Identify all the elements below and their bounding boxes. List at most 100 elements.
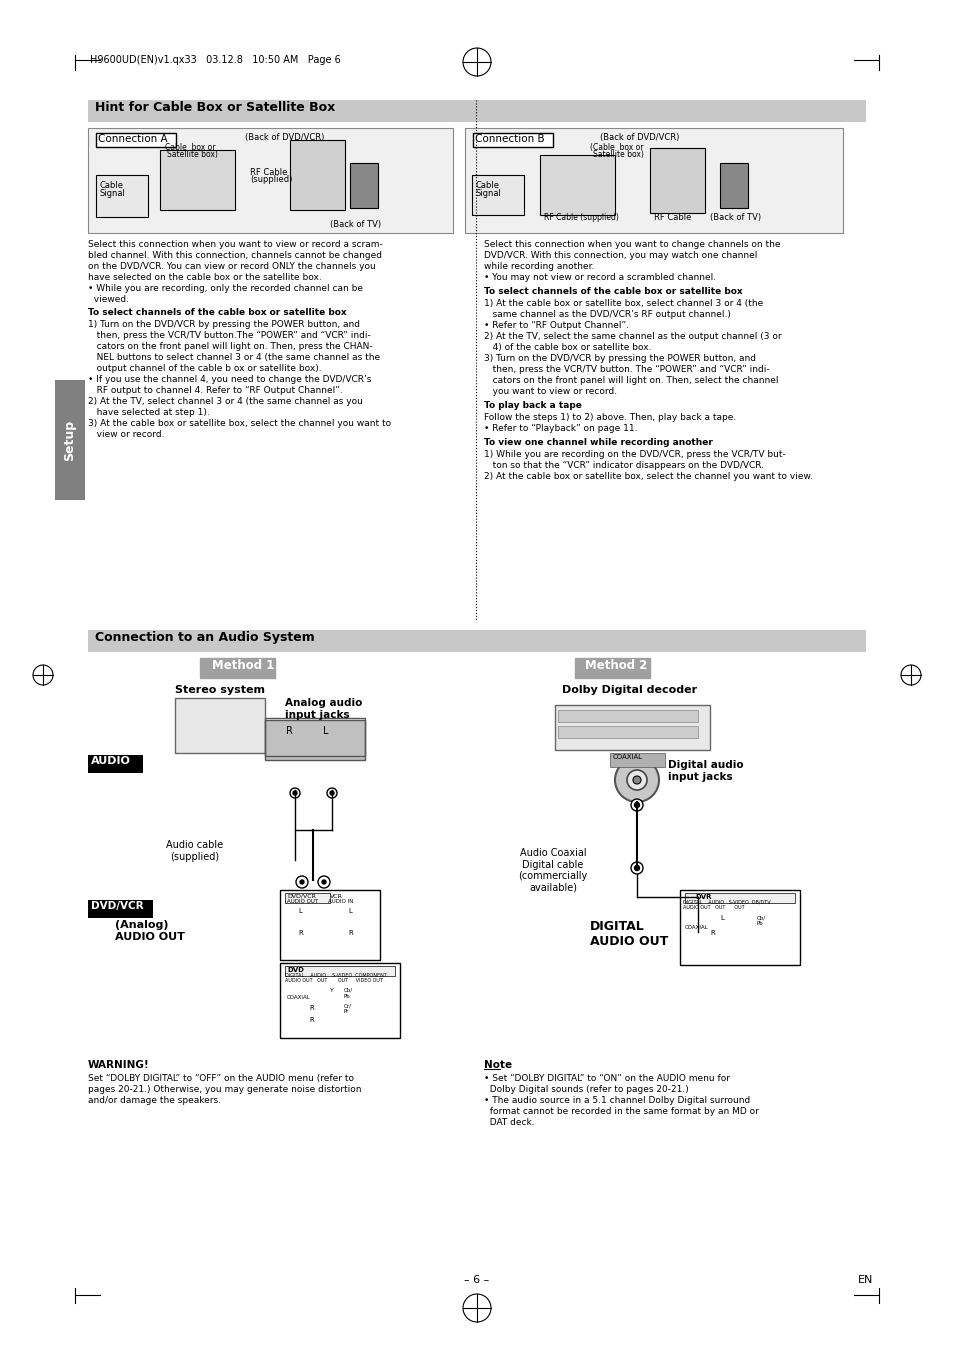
Text: L: L [348, 908, 352, 915]
Circle shape [183, 707, 207, 730]
Text: • Refer to “Playback” on page 11.: • Refer to “Playback” on page 11. [483, 424, 637, 434]
Text: DVD/VCR. With this connection, you may watch one channel: DVD/VCR. With this connection, you may w… [483, 251, 757, 259]
Text: Analog audio
input jacks: Analog audio input jacks [285, 698, 362, 720]
Text: bled channel. With this connection, channels cannot be changed: bled channel. With this connection, chan… [88, 251, 381, 259]
Bar [539, 155, 615, 215]
Text: have selected at step 1).: have selected at step 1). [88, 408, 210, 417]
Circle shape [228, 707, 252, 730]
Text: Signal: Signal [100, 189, 126, 199]
Circle shape [630, 862, 642, 874]
Text: NEL buttons to select channel 3 or 4 (the same channel as the: NEL buttons to select channel 3 or 4 (th… [88, 353, 379, 362]
Text: DVR: DVR [695, 894, 711, 900]
Bar [684, 893, 794, 902]
Text: Connection B: Connection B [475, 134, 544, 145]
Text: then, press the VCR/TV button. The “POWER” and “VCR” indi-: then, press the VCR/TV button. The “POWE… [483, 365, 769, 374]
Text: Select this connection when you want to change channels on the: Select this connection when you want to … [483, 240, 780, 249]
Text: Cable: Cable [476, 181, 499, 190]
Bar [555, 705, 709, 750]
Bar [558, 725, 698, 738]
Circle shape [327, 788, 336, 798]
Circle shape [330, 790, 334, 794]
Text: R: R [709, 929, 714, 936]
Text: pages 20-21.) Otherwise, you may generate noise distortion: pages 20-21.) Otherwise, you may generat… [88, 1085, 361, 1094]
Text: DVD: DVD [287, 967, 304, 973]
Text: viewed.: viewed. [88, 295, 129, 304]
Text: Connection A: Connection A [98, 134, 168, 145]
Text: 1) While you are recording on the DVD/VCR, press the VCR/TV but-: 1) While you are recording on the DVD/VC… [483, 450, 785, 459]
Text: (Back of DVD/VCR): (Back of DVD/VCR) [245, 132, 324, 142]
Bar [88, 900, 152, 917]
Bar [473, 132, 553, 147]
Circle shape [290, 1000, 306, 1016]
Bar [285, 893, 330, 902]
Text: cators on the front panel will light on. Then, select the channel: cators on the front panel will light on.… [483, 376, 778, 385]
Text: output channel of the cable b ox or satellite box).: output channel of the cable b ox or sate… [88, 363, 321, 373]
Circle shape [283, 738, 303, 758]
Text: Method 2: Method 2 [584, 659, 647, 671]
Bar [280, 963, 399, 1038]
Bar [558, 711, 698, 721]
Text: 1) Turn on the DVD/VCR by pressing the POWER button, and: 1) Turn on the DVD/VCR by pressing the P… [88, 320, 359, 330]
Text: (Back of TV): (Back of TV) [709, 213, 760, 222]
Text: Satellite box): Satellite box) [593, 150, 643, 159]
Text: Hint for Cable Box or Satellite Box: Hint for Cable Box or Satellite Box [95, 101, 335, 113]
Text: (Analog)
AUDIO OUT: (Analog) AUDIO OUT [115, 920, 185, 942]
Circle shape [695, 938, 700, 943]
Polygon shape [260, 720, 280, 761]
Text: L: L [323, 725, 328, 736]
Text: 4) of the cable box or satellite box.: 4) of the cable box or satellite box. [483, 343, 651, 353]
Text: have selected on the cable box or the satellite box.: have selected on the cable box or the sa… [88, 273, 321, 282]
Circle shape [295, 875, 308, 888]
Text: 2) At the TV, select the same channel as the output channel (3 or: 2) At the TV, select the same channel as… [483, 332, 781, 340]
Text: Signal: Signal [476, 189, 501, 199]
Text: Note: Note [483, 1061, 512, 1070]
Bar [88, 128, 453, 232]
Circle shape [630, 798, 642, 811]
Text: (Cable  box or: (Cable box or [589, 143, 643, 153]
Text: AUDIO: AUDIO [91, 757, 131, 766]
Text: AUDIO OUT   OUT       OUT     VIDEO OUT: AUDIO OUT OUT OUT VIDEO OUT [285, 978, 382, 984]
Text: DAT deck.: DAT deck. [483, 1119, 534, 1127]
Text: Cable: Cable [100, 181, 124, 190]
Text: RF Cable: RF Cable [654, 213, 691, 222]
Circle shape [302, 935, 308, 942]
Text: same channel as the DVD/VCR’s RF output channel.): same channel as the DVD/VCR’s RF output … [483, 309, 730, 319]
Text: ton so that the “VCR” indicator disappears on the DVD/VCR.: ton so that the “VCR” indicator disappea… [483, 461, 763, 470]
Text: VCR: VCR [330, 894, 342, 898]
Bar [679, 890, 800, 965]
Text: Y: Y [330, 988, 334, 993]
Text: Setup: Setup [64, 419, 76, 461]
Bar [96, 132, 175, 147]
Text: H9600UD(EN)v1.qx33   03.12.8   10:50 AM   Page 6: H9600UD(EN)v1.qx33 03.12.8 10:50 AM Page… [90, 55, 340, 65]
Text: view or record.: view or record. [88, 430, 164, 439]
Text: and/or damage the speakers.: and/or damage the speakers. [88, 1096, 221, 1105]
Text: then, press the VCR/TV button.The “POWER” and “VCR” indi-: then, press the VCR/TV button.The “POWER… [88, 331, 371, 340]
Text: DVD/VCR: DVD/VCR [287, 894, 315, 898]
Text: To select channels of the cable box or satellite box: To select channels of the cable box or s… [88, 308, 346, 317]
Text: • Set “DOLBY DIGITAL” to “ON” on the AUDIO menu for: • Set “DOLBY DIGITAL” to “ON” on the AUD… [483, 1074, 729, 1084]
Circle shape [634, 802, 639, 808]
Text: To play back a tape: To play back a tape [483, 401, 581, 409]
Bar [174, 698, 265, 753]
Text: AUDIO IN: AUDIO IN [328, 898, 353, 904]
Text: RF Cable (supplied): RF Cable (supplied) [543, 213, 618, 222]
Bar [88, 755, 143, 773]
Circle shape [322, 880, 326, 884]
Text: 2) At the TV, select channel 3 or 4 (the same channel as you: 2) At the TV, select channel 3 or 4 (the… [88, 397, 362, 407]
Text: R: R [286, 725, 293, 736]
Circle shape [312, 721, 348, 758]
Text: (Back of TV): (Back of TV) [330, 220, 381, 230]
Circle shape [317, 875, 330, 888]
Text: • The audio source in a 5.1 channel Dolby Digital surround: • The audio source in a 5.1 channel Dolb… [483, 1096, 749, 1105]
Circle shape [689, 932, 705, 948]
Text: Dolby Digital sounds (refer to pages 20-21.): Dolby Digital sounds (refer to pages 20-… [483, 1085, 688, 1094]
Text: Pr: Pr [344, 1009, 349, 1015]
Text: EN: EN [857, 1275, 872, 1285]
Circle shape [293, 790, 296, 794]
Text: Connection to an Audio System: Connection to an Audio System [95, 631, 314, 644]
Text: format cannot be recorded in the same format by an MD or: format cannot be recorded in the same fo… [483, 1106, 758, 1116]
Circle shape [297, 931, 312, 944]
Text: RF output to channel 4. Refer to “RF Output Channel”.: RF output to channel 4. Refer to “RF Out… [88, 386, 342, 394]
Text: • Refer to “RF Output Channel”.: • Refer to “RF Output Channel”. [483, 322, 628, 330]
Bar [55, 380, 85, 500]
